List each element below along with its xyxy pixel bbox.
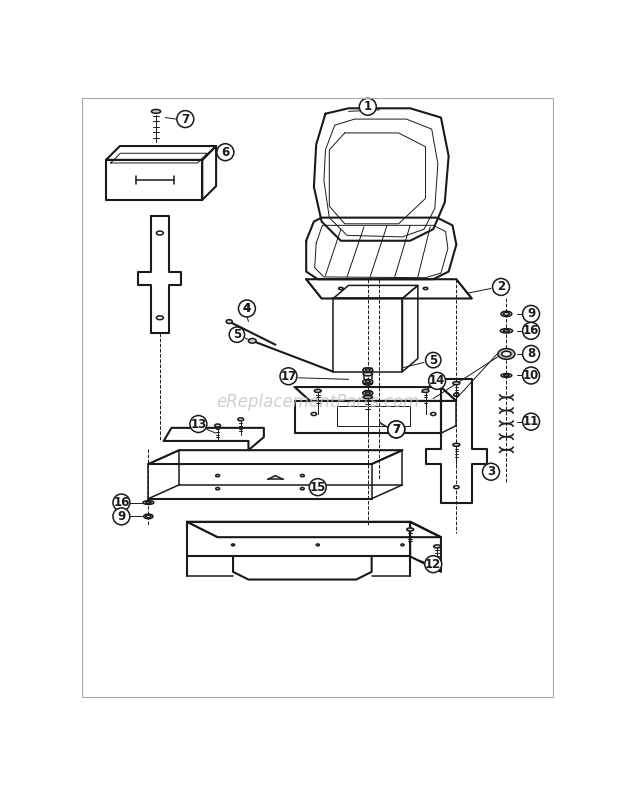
Circle shape (523, 323, 539, 339)
Ellipse shape (365, 392, 370, 394)
Ellipse shape (498, 349, 515, 360)
Ellipse shape (503, 312, 510, 316)
Ellipse shape (454, 394, 459, 397)
Text: 8: 8 (527, 347, 535, 360)
Text: 14: 14 (429, 375, 445, 387)
Ellipse shape (433, 545, 441, 548)
Ellipse shape (314, 390, 321, 393)
Ellipse shape (311, 412, 317, 416)
Text: 5: 5 (232, 328, 241, 342)
Text: 6: 6 (221, 146, 229, 159)
Text: 13: 13 (190, 417, 206, 430)
Ellipse shape (316, 544, 319, 546)
Text: 15: 15 (309, 481, 326, 493)
Circle shape (217, 144, 234, 161)
Ellipse shape (501, 311, 512, 316)
Circle shape (239, 300, 255, 317)
Ellipse shape (301, 487, 304, 490)
Ellipse shape (216, 475, 219, 477)
Text: 3: 3 (487, 465, 495, 478)
Ellipse shape (430, 412, 436, 416)
Ellipse shape (363, 368, 373, 372)
Ellipse shape (143, 501, 154, 504)
Ellipse shape (365, 380, 370, 382)
Ellipse shape (363, 391, 373, 396)
Ellipse shape (363, 396, 373, 398)
Text: 16: 16 (113, 496, 130, 509)
Text: 9: 9 (117, 510, 125, 523)
Ellipse shape (454, 486, 459, 489)
Ellipse shape (407, 528, 414, 531)
Ellipse shape (146, 515, 151, 518)
Text: 4: 4 (243, 302, 251, 315)
Circle shape (523, 345, 539, 362)
Circle shape (428, 372, 446, 390)
Circle shape (190, 416, 207, 433)
Circle shape (492, 279, 510, 295)
Ellipse shape (156, 231, 163, 235)
Ellipse shape (144, 514, 153, 519)
Circle shape (388, 421, 405, 438)
Ellipse shape (238, 418, 244, 421)
Text: 10: 10 (523, 369, 539, 382)
Text: 4: 4 (243, 302, 251, 315)
Circle shape (280, 368, 297, 385)
Circle shape (309, 478, 326, 496)
Ellipse shape (502, 351, 511, 357)
Ellipse shape (226, 320, 232, 323)
Circle shape (113, 508, 130, 525)
Ellipse shape (216, 487, 219, 490)
Ellipse shape (453, 443, 460, 446)
Circle shape (113, 494, 130, 511)
Text: 16: 16 (523, 324, 539, 338)
Circle shape (425, 556, 441, 573)
Ellipse shape (301, 475, 304, 477)
Circle shape (239, 301, 255, 316)
Text: 7: 7 (392, 423, 401, 436)
Text: 5: 5 (429, 353, 437, 367)
Ellipse shape (365, 369, 370, 371)
Ellipse shape (146, 501, 151, 504)
Ellipse shape (422, 390, 429, 393)
Text: 7: 7 (181, 113, 189, 126)
Circle shape (177, 111, 194, 127)
Ellipse shape (453, 382, 460, 385)
Ellipse shape (249, 338, 256, 343)
Ellipse shape (231, 544, 234, 546)
Text: 17: 17 (280, 370, 296, 382)
Circle shape (523, 367, 539, 384)
Circle shape (229, 327, 245, 342)
Text: 12: 12 (425, 558, 441, 571)
Text: 1: 1 (364, 100, 372, 113)
Circle shape (360, 98, 376, 115)
Ellipse shape (156, 316, 163, 320)
Ellipse shape (363, 390, 373, 394)
Ellipse shape (151, 109, 161, 113)
Ellipse shape (503, 330, 510, 332)
Circle shape (523, 305, 539, 323)
Ellipse shape (503, 375, 509, 376)
Circle shape (523, 413, 539, 430)
Ellipse shape (363, 379, 373, 384)
Ellipse shape (215, 424, 221, 427)
Circle shape (482, 464, 500, 480)
Text: 7: 7 (392, 423, 401, 436)
Ellipse shape (423, 287, 428, 290)
Text: eReplacementParts.com: eReplacementParts.com (216, 394, 419, 412)
Ellipse shape (500, 329, 513, 333)
Ellipse shape (363, 372, 373, 376)
Text: 9: 9 (527, 308, 535, 320)
Ellipse shape (501, 374, 512, 378)
Ellipse shape (363, 381, 373, 385)
Ellipse shape (339, 287, 343, 290)
Text: 11: 11 (523, 416, 539, 428)
Text: 2: 2 (497, 280, 505, 294)
Circle shape (388, 421, 405, 438)
Circle shape (425, 353, 441, 368)
Ellipse shape (401, 544, 404, 546)
